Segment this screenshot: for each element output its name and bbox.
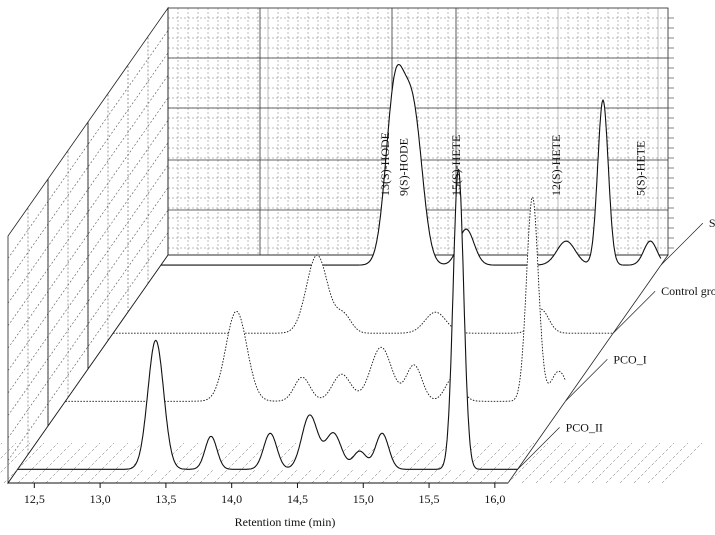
floor-hatch (227, 442, 269, 484)
series-label: Standard (709, 216, 715, 230)
trace-Standard (160, 63, 662, 266)
floor-hatch (0, 442, 3, 446)
floor-hatch (255, 442, 297, 484)
floor-hatch (591, 442, 633, 484)
floor-hatch (661, 442, 703, 484)
peak-label: 9(S)-HODE (396, 138, 410, 196)
floor-hatch (3, 442, 45, 484)
floor-hatch (59, 442, 101, 484)
floor-hatch (31, 442, 73, 484)
floor-hatch (0, 442, 17, 460)
peak-label: 13(S)-HODE (378, 132, 392, 196)
peak-label: 5(S)-HETE (633, 141, 647, 196)
side-wall-diag (7, 52, 169, 282)
series-label: PCO_II (566, 420, 603, 434)
x-tick-label: 15,5 (419, 492, 440, 506)
series-leader (517, 427, 560, 470)
floor-hatch (101, 442, 143, 484)
side-wall-diag (7, 75, 169, 304)
floor-hatch (325, 442, 367, 484)
floor-hatch (143, 442, 185, 484)
series-label: PCO_I (613, 352, 646, 366)
floor-grid (0, 254, 703, 484)
series-leader (565, 359, 608, 402)
floor-hatch (395, 442, 437, 484)
series-label: Control group (661, 284, 715, 298)
side-wall-diag (7, 142, 169, 371)
floor-hatch (619, 442, 661, 484)
x-tick-label: 14,5 (287, 492, 308, 506)
floor-hatch (465, 442, 507, 484)
floor-hatch (563, 442, 605, 484)
floor-hatch (605, 442, 647, 484)
floor-hatch (647, 442, 689, 484)
x-tick-label: 12,5 (24, 492, 45, 506)
side-wall-diag (7, 30, 169, 259)
x-tick-label: 16,0 (484, 492, 505, 506)
floor-hatch (633, 442, 675, 484)
floor-hatch (451, 442, 493, 484)
floor-hatch (0, 442, 31, 474)
side-wall-diag (7, 120, 169, 349)
side-wall-grid (7, 6, 169, 485)
floor-hatch (199, 442, 241, 484)
floor-hatch (381, 442, 423, 484)
series-labels: Standard Control group PCO_I PCO_II (517, 216, 715, 470)
x-axis-title: Retention time (min) (235, 515, 336, 529)
trace-mask-Standard (160, 64, 661, 266)
x-tick-label: 14,0 (221, 492, 242, 506)
side-wall-diag (7, 97, 169, 326)
trace-PCO_II (17, 169, 518, 470)
floor-hatch (409, 442, 451, 484)
x-tick-label: 15,0 (353, 492, 374, 506)
x-axis: 12,5 13,0 13,5 14,0 14,5 15,0 15,5 16,0 (8, 482, 508, 506)
peak-labels: 13(S)-HODE 9(S)-HODE 15(S)-HETE 12(S)-HETE 5… (378, 132, 647, 196)
floor-hatch (45, 442, 87, 484)
floor-hatch (157, 442, 199, 484)
floor-hatch (185, 442, 227, 484)
side-wall-diag (7, 232, 169, 461)
floor-hatch (73, 442, 115, 484)
peak-label: 15(S)-HETE (449, 135, 463, 196)
peak-label: 12(S)-HETE (549, 135, 563, 196)
side-wall-diag (7, 209, 169, 439)
side-wall-diag (7, 165, 169, 394)
floor-hatch (367, 442, 409, 484)
floor-hatch (549, 442, 591, 484)
x-tick-label: 13,5 (155, 492, 176, 506)
floor-hatch (213, 442, 255, 484)
floor-hatch (507, 442, 549, 484)
floor-hatch (437, 442, 479, 484)
trace-mask-PCO_II (17, 169, 518, 470)
trace-PCO_I (65, 196, 566, 402)
side-wall-diag (7, 187, 169, 416)
floor-hatch (87, 442, 129, 484)
floor-hatch (339, 442, 381, 484)
chromatogram-traces (17, 63, 662, 470)
floor-hatch (311, 442, 353, 484)
series-leader (660, 222, 704, 266)
floor-hatch (479, 442, 521, 484)
floor-hatch (535, 442, 577, 484)
floor-hatch (521, 442, 563, 484)
floor-hatch (493, 442, 535, 484)
x-tick-label: 13,0 (90, 492, 111, 506)
floor-hatch (17, 442, 59, 484)
floor-hatch (577, 442, 619, 484)
series-leader (612, 290, 656, 334)
